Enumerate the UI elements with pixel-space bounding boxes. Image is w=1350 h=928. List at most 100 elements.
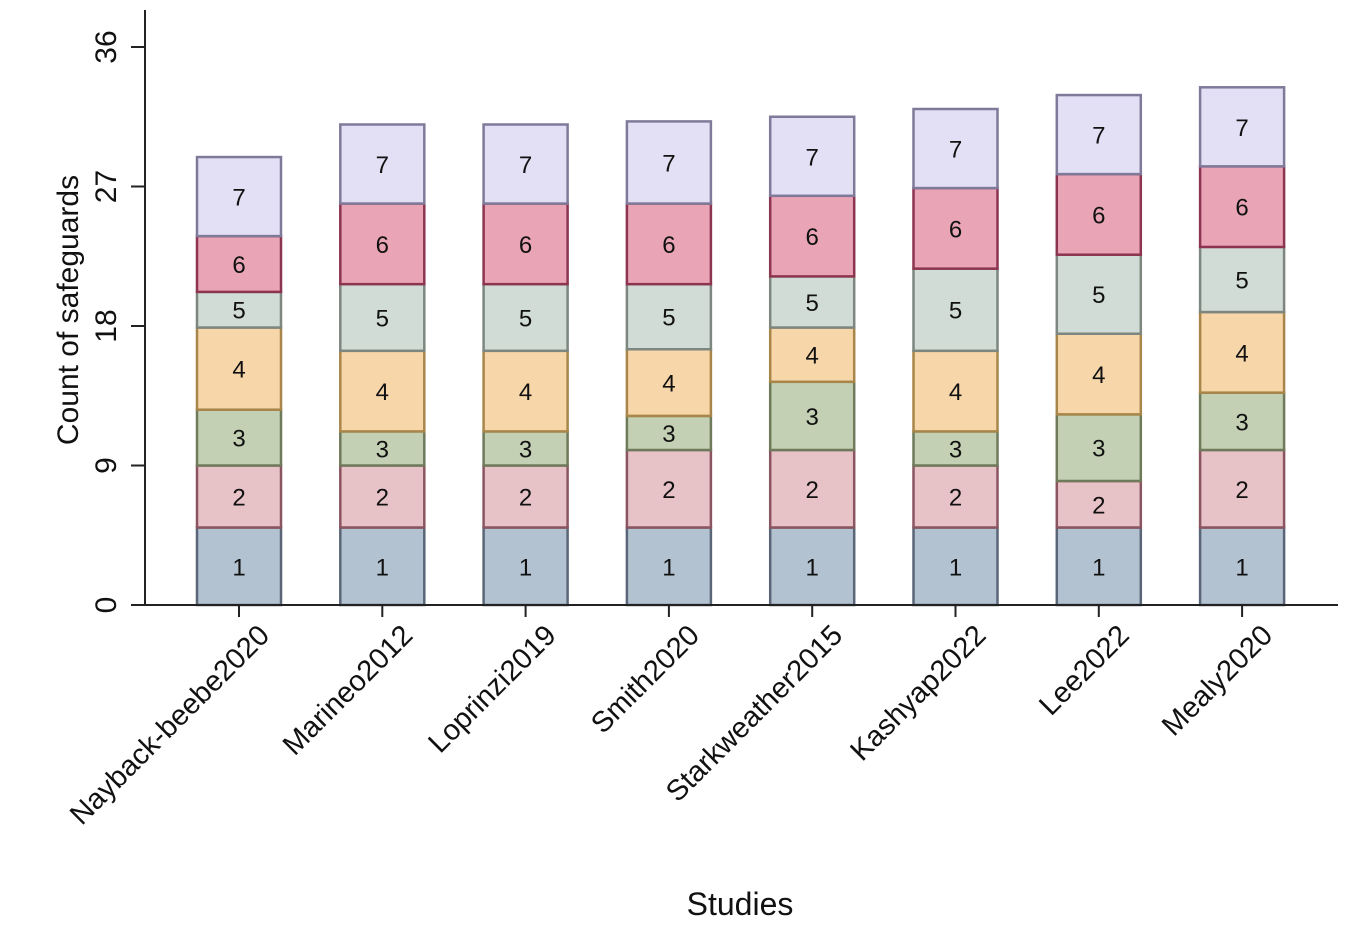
bar-segment — [912, 526, 999, 607]
bar-segment — [482, 430, 569, 467]
bar-segment — [195, 526, 283, 607]
bar-segment — [1198, 391, 1286, 452]
bar-segment — [1198, 310, 1286, 394]
segment-label: 3 — [1092, 436, 1105, 463]
segment-label: 6 — [949, 216, 962, 243]
segment-label: 7 — [519, 152, 532, 179]
segment-label: 7 — [949, 137, 962, 164]
segment-label: 2 — [232, 485, 245, 512]
x-axis-label: Studies — [687, 886, 794, 922]
segment-label: 1 — [806, 554, 819, 581]
segment-label: 6 — [806, 224, 819, 251]
bar-segment — [1055, 413, 1143, 483]
bar-segment — [912, 430, 999, 467]
segment-label: 4 — [949, 379, 962, 406]
segment-label: 5 — [806, 290, 819, 317]
segment-label: 3 — [232, 426, 245, 453]
bar-segment — [625, 414, 713, 452]
segment-label: 4 — [1235, 340, 1248, 367]
segment-label: 4 — [806, 343, 819, 370]
bar-segment — [482, 282, 569, 353]
bars-group: 1 2 3 4 5 6 7 1 2 3 4 5 6 7 1 2 3 4 5 6 7 1 2 3 4 5 6 7 1 2 3 4 5 6 7 1 2 3 4 5… — [195, 86, 1286, 607]
x-tick-label: Smith2020 — [585, 619, 706, 740]
segment-label: 2 — [806, 477, 819, 504]
bar-segment — [1198, 86, 1286, 168]
segment-label: 6 — [232, 252, 245, 279]
segment-label: 3 — [519, 436, 532, 463]
segment-label: 1 — [232, 554, 245, 581]
segment-label: 2 — [949, 485, 962, 512]
bar-segment — [625, 348, 713, 418]
segment-label: 5 — [1092, 282, 1105, 309]
bar-segment — [339, 526, 426, 607]
segment-label: 2 — [1235, 477, 1248, 504]
segment-label: 2 — [662, 477, 675, 504]
segment-label: 7 — [1092, 123, 1105, 150]
segment-label: 3 — [1235, 409, 1248, 436]
segment-label: 1 — [1092, 554, 1105, 581]
y-axis-label: Count of safeguards — [52, 175, 85, 445]
segment-label: 4 — [519, 379, 532, 406]
x-tick-label: Nayback-beebe2020 — [64, 619, 276, 831]
segment-label: 5 — [519, 305, 532, 332]
y-tick-label: 36 — [90, 30, 123, 63]
segment-label: 4 — [232, 357, 245, 384]
segment-label: 7 — [806, 144, 819, 171]
bar-segment — [339, 464, 426, 529]
segment-label: 5 — [232, 298, 245, 325]
segment-label: 5 — [376, 305, 389, 332]
x-tick-label: Kashyap2022 — [844, 619, 992, 767]
x-tick-label: Marineo2012 — [277, 619, 419, 761]
segment-label: 3 — [949, 436, 962, 463]
y-tick-label: 27 — [90, 170, 123, 203]
x-tick-label: Mealy2020 — [1156, 619, 1279, 742]
segment-label: 3 — [376, 436, 389, 463]
bar-segment — [1055, 93, 1143, 176]
segment-label: 4 — [376, 379, 389, 406]
segment-label: 6 — [376, 232, 389, 259]
bar-segment — [625, 202, 713, 286]
bar-segment — [482, 123, 569, 205]
bar-segment — [482, 349, 569, 433]
bar-segment — [195, 464, 283, 529]
y-tick-label: 9 — [90, 457, 123, 474]
segment-label: 1 — [1235, 554, 1248, 581]
bar-segment — [912, 107, 999, 190]
segment-label: 6 — [662, 232, 675, 259]
segment-label: 6 — [1092, 202, 1105, 229]
bar-segment — [625, 120, 713, 205]
segment-label: 6 — [1235, 195, 1248, 222]
bar-segment — [625, 448, 713, 529]
segment-label: 7 — [662, 150, 675, 177]
segment-label: 3 — [806, 404, 819, 431]
x-tick-label: Lee2022 — [1033, 619, 1135, 721]
y-tick-label: 18 — [90, 309, 123, 342]
segment-label: 1 — [376, 554, 389, 581]
bar-segment — [1055, 253, 1143, 335]
bar-segment — [1198, 245, 1286, 314]
segment-label: 2 — [1092, 492, 1105, 519]
segment-label: 2 — [376, 485, 389, 512]
bar-segment — [339, 202, 426, 286]
segment-label: 2 — [519, 485, 532, 512]
segment-label: 7 — [232, 185, 245, 212]
segment-label: 6 — [519, 232, 532, 259]
bar-segment — [195, 155, 283, 238]
segment-label: 1 — [519, 554, 532, 581]
segment-label: 1 — [662, 554, 675, 581]
segment-label: 7 — [1235, 115, 1248, 142]
bar-segment — [339, 349, 426, 433]
bar-segment — [768, 194, 856, 278]
bar-segment — [482, 464, 569, 529]
bar-segment — [1198, 165, 1286, 249]
segment-label: 5 — [949, 298, 962, 325]
segment-label: 1 — [949, 554, 962, 581]
bar-segment — [482, 202, 569, 286]
bar-segment — [339, 430, 426, 467]
bar-segment — [195, 234, 283, 294]
segment-label: 4 — [662, 371, 675, 398]
bar-segment — [768, 115, 856, 198]
segment-label: 7 — [376, 152, 389, 179]
segment-label: 4 — [1092, 362, 1105, 389]
